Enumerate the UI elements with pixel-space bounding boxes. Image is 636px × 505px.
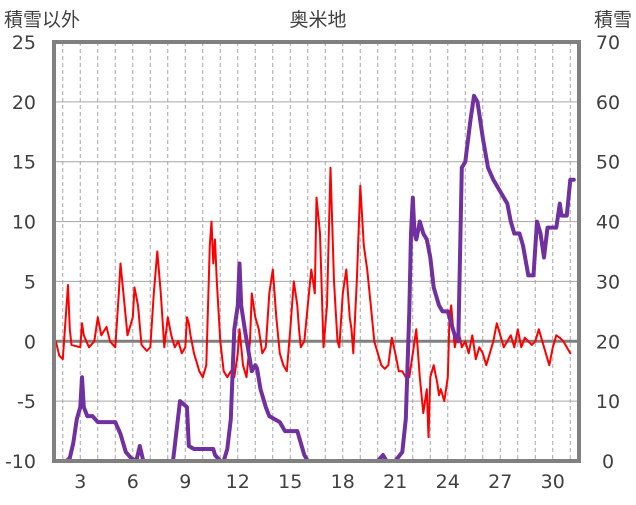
- right-axis-tick-label: 60: [596, 92, 620, 114]
- x-axis-tick-label: 12: [226, 471, 250, 493]
- x-axis-tick-label: 3: [74, 471, 86, 493]
- left-axis-tick-label: 15: [12, 152, 36, 174]
- plot-area-frame: [52, 40, 581, 463]
- right-axis-tick-label: 50: [596, 152, 620, 174]
- x-axis-tick-label: 30: [541, 471, 565, 493]
- left-axis-label: 積雪以外: [4, 9, 80, 31]
- right-axis-tick-label: 10: [596, 391, 620, 413]
- right-axis-tick-label: 20: [596, 331, 620, 353]
- x-axis-tick-label: 6: [127, 471, 139, 493]
- left-axis-tick-label: -5: [17, 391, 36, 413]
- x-axis-tick-label: 21: [383, 471, 407, 493]
- chart-title: 奥米地: [289, 9, 346, 31]
- left-axis-tick-label: 20: [12, 92, 36, 114]
- right-axis-tick-label: 0: [602, 451, 614, 473]
- x-axis-tick-label: 27: [488, 471, 512, 493]
- x-axis-tick-label: 24: [436, 471, 460, 493]
- tick-labels: -10 -5 0 5 10 15 20 25 0 10 20 30 40 50 60 70 3 6 9 12 15 18 2…: [5, 32, 620, 493]
- left-axis-tick-label: 25: [12, 32, 36, 54]
- purple-series-line: [53, 93, 576, 463]
- left-axis-tick-label: 10: [12, 212, 36, 234]
- left-axis-tick-label: 5: [24, 271, 36, 293]
- right-axis-tick-label: 70: [596, 32, 620, 54]
- left-axis-tick-label: 0: [24, 331, 36, 353]
- right-axis-tick-label: 40: [596, 212, 620, 234]
- x-axis-tick-label: 15: [278, 471, 302, 493]
- right-axis-tick-label: 30: [596, 271, 620, 293]
- x-axis-tick-label: 18: [331, 471, 355, 493]
- red-series-line: [54, 166, 572, 439]
- data-series: [53, 93, 576, 463]
- right-axis-label: 積雪: [594, 9, 632, 31]
- x-axis-tick-label: 9: [179, 471, 191, 493]
- left-axis-tick-label: -10: [5, 451, 36, 473]
